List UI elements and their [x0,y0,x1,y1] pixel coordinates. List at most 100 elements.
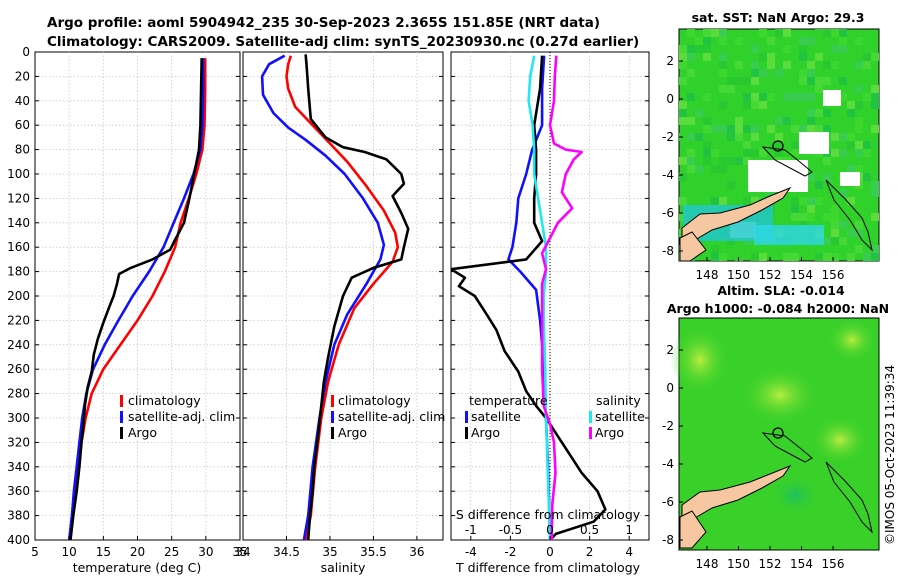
difference-xlabel: T difference from climatology [455,560,641,575]
sst-pixel [847,149,855,157]
sst-missing-data [823,90,841,106]
sst-pixel [719,197,727,205]
x-tick-label: 2 [586,545,594,559]
top-x-tick-label: 0 [546,523,554,537]
sst-pixel [751,69,759,77]
map-x-tick-label: 156 [822,268,845,282]
y-tick-label: 60 [15,118,30,132]
sst-pixel [719,69,727,77]
series-line-climatology [285,55,400,540]
y-tick-label: 200 [7,289,30,303]
sst-pixel [807,77,815,85]
sst-pixel [791,197,799,205]
legend-label-argo: Argo [338,425,367,440]
sst-pixel [863,37,871,45]
legend-title-temperature: temperature [469,393,548,408]
sst-pixel [695,125,703,133]
y-tick-label: 360 [7,484,30,498]
sst-pixel [695,133,703,141]
sla-map: 148 150 152 154 156 2 0 -2 -4 -6 -8 [662,317,880,571]
y-tick-label: 400 [7,533,30,547]
sst-pixel [791,101,799,109]
sst-pixel [767,93,775,101]
sst-pixel [847,133,855,141]
sst-pixel [855,61,863,69]
sst-pixel [687,69,695,77]
sst-pixel [727,37,735,45]
sst-pixel [743,77,751,85]
sst-pixel [807,61,815,69]
y-tick-label: 320 [7,435,30,449]
sst-missing-data [799,132,829,154]
sst-pixel [735,157,743,165]
sst-pixel [719,253,727,261]
sst-pixel [839,93,847,101]
sst-coastline-east [825,179,873,252]
sst-pixel [847,53,855,61]
sst-pixel [687,165,695,173]
sst-pixel [679,101,687,109]
map-x-tick-label: 150 [727,268,750,282]
legend-label-satellite: satellite-adj. clim [128,409,235,424]
sst-pixel [751,77,759,85]
sst-map: 148 150 152 154 156 2 0 -2 -4 -6 -8 [662,28,880,282]
sst-pixel [719,165,727,173]
sst-pixel [815,53,823,61]
salinity-xlabel: salinity [321,560,366,575]
legend-label-temp-argo: Argo [471,425,500,440]
sst-pixel [839,133,847,141]
sst-pixel [719,117,727,125]
sst-pixel [807,125,815,133]
y-tick-label: 300 [7,411,30,425]
sst-pixel [735,181,743,189]
sst-pixel [839,221,847,229]
sst-pixel [871,181,879,189]
series-line-salinity-argo [540,55,583,540]
sst-pixel [735,133,743,141]
sst-pixel [815,197,823,205]
top-x-tick-label: 1 [625,523,633,537]
sst-pixel [711,149,719,157]
sst-pixel [743,197,751,205]
legend-label-sal-satellite: satellite [595,409,645,424]
x-tick-label: 35.5 [360,545,387,559]
sst-pixel [847,109,855,117]
difference-xlabel-top: S difference from climatology [456,507,641,522]
sst-pixel [703,53,711,61]
sst-pixel [799,53,807,61]
sst-pixel [783,93,791,101]
map-y-tick-label: -8 [662,244,674,258]
sst-pixel [775,213,783,221]
sst-pixel [735,125,743,133]
sst-pixel [727,133,735,141]
series-group [451,55,607,540]
sst-pixel [695,37,703,45]
sst-pixel [855,141,863,149]
sst-pixel [751,45,759,53]
sst-pixel [831,53,839,61]
sst-pixel [815,29,823,37]
series-line-salinity-satellite [527,55,552,540]
sst-pixel [839,149,847,157]
sst-pixel [847,229,855,237]
sst-pixel [871,189,879,197]
x-tick-label: 34 [235,545,250,559]
sst-pixel [855,149,863,157]
x-tick-label: 20 [130,545,145,559]
series-group [67,58,207,540]
sst-pixel [807,205,815,213]
legend-label-climatology: climatology [128,393,201,408]
sst-pixel [855,85,863,93]
sla-high-anomaly [740,365,820,425]
legend-swatch-climatology [331,395,334,407]
sst-map-ticks: 148 150 152 154 156 2 0 -2 -4 -6 -8 [662,54,844,282]
y-tick-label: 340 [7,460,30,474]
sst-pixel [759,253,767,261]
sst-pixel [679,157,687,165]
sst-pixel [847,141,855,149]
y-tick-label: 240 [7,338,30,352]
sst-pixel [695,165,703,173]
legend-swatch-sal-satellite [589,411,592,423]
